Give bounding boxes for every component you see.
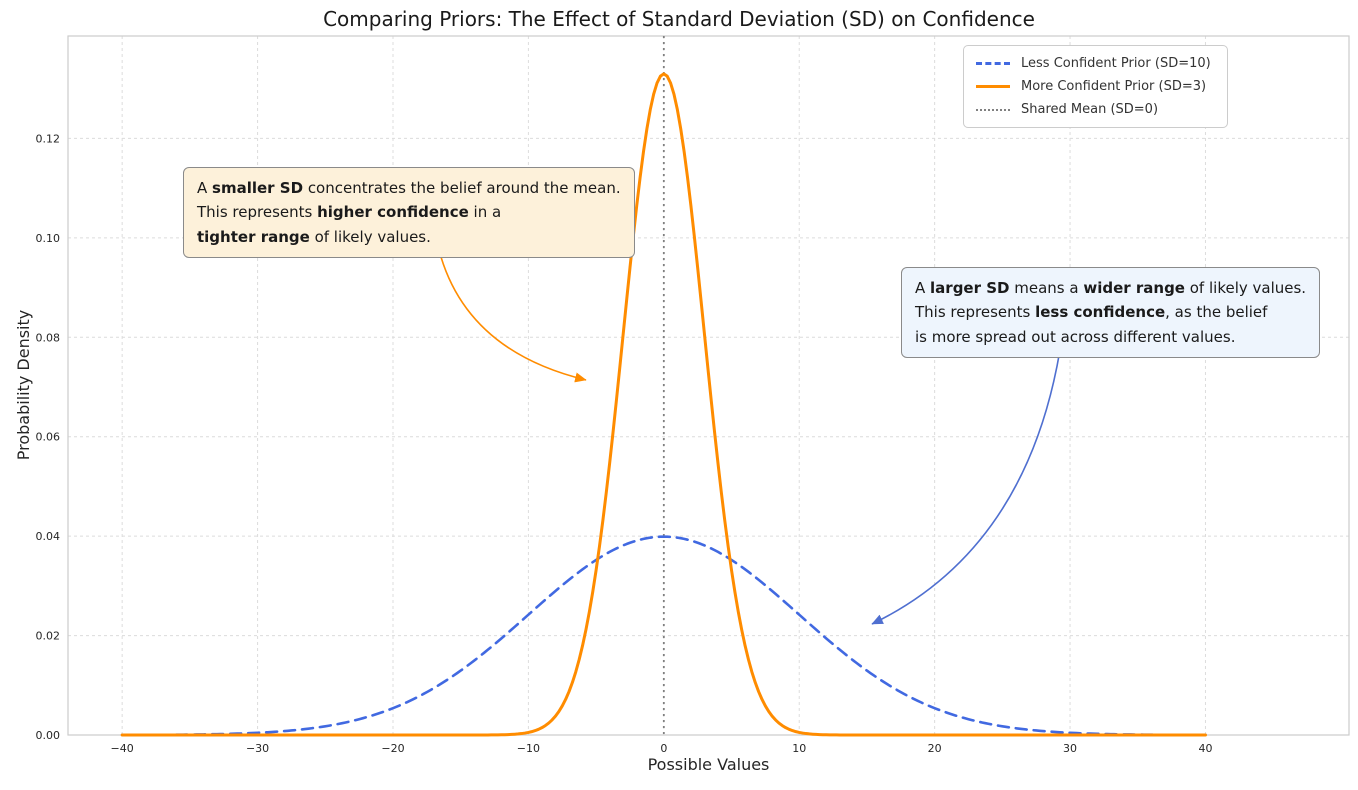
y-tick-label: 0.12 <box>36 132 61 145</box>
legend-label: Less Confident Prior (SD=10) <box>1021 56 1211 71</box>
legend-dashed-line-sample <box>976 62 1010 65</box>
legend-item-shared-mean: Shared Mean (SD=0) <box>976 102 1211 117</box>
x-tick-label: 20 <box>928 742 942 755</box>
series-curve-1 <box>120 72 1207 737</box>
x-tick-label: 30 <box>1063 742 1077 755</box>
legend-item-less-confident-prior: Less Confident Prior (SD=10) <box>976 56 1211 71</box>
annotation-text-smaller-sd: A smaller SD concentrates the belief aro… <box>197 179 621 246</box>
x-tick-label: 10 <box>792 742 806 755</box>
legend-label: Shared Mean (SD=0) <box>1021 102 1159 117</box>
legend-label: More Confident Prior (SD=3) <box>1021 79 1207 94</box>
y-tick-label: 0.04 <box>36 530 61 543</box>
y-tick-label: 0.08 <box>36 331 61 344</box>
x-tick-label: −40 <box>111 742 134 755</box>
annotation-box-smaller-sd: A smaller SD concentrates the belief aro… <box>183 167 635 258</box>
annotation-arrow-smaller-sd <box>440 256 587 383</box>
x-tick-label: −10 <box>517 742 540 755</box>
legend-dotted-line-sample <box>976 108 1010 111</box>
annotation-text-larger-sd: A larger SD means a wider range of likel… <box>915 279 1307 346</box>
y-tick-label: 0.00 <box>36 729 61 742</box>
x-tick-label: −20 <box>381 742 404 755</box>
x-tick-label: −30 <box>246 742 269 755</box>
y-tick-label: 0.10 <box>36 232 61 245</box>
y-axis-label: Probability Density <box>14 309 33 461</box>
annotation-arrow-larger-sd <box>871 349 1061 625</box>
y-tick-label: 0.02 <box>36 630 61 643</box>
series-curve-0 <box>120 535 1207 737</box>
legend: Less Confident Prior (SD=10) More Confid… <box>963 45 1228 128</box>
legend-item-more-confident-prior: More Confident Prior (SD=3) <box>976 79 1211 94</box>
annotation-arrows <box>440 256 1061 625</box>
chart-title: Comparing Priors: The Effect of Standard… <box>323 7 1035 31</box>
axes-frame <box>67 35 1350 736</box>
x-tick-label: 40 <box>1198 742 1212 755</box>
x-axis-label: Possible Values <box>647 755 770 774</box>
legend-solid-line-sample <box>976 85 1010 88</box>
x-tick-label: 0 <box>660 742 667 755</box>
annotation-box-larger-sd: A larger SD means a wider range of likel… <box>901 267 1321 358</box>
chart-layer: −40 −30 −20 −10 0 10 20 30 40 0.00 0.02 0.04 0.06 0.0… <box>36 35 1350 755</box>
y-tick-label: 0.06 <box>36 431 61 444</box>
